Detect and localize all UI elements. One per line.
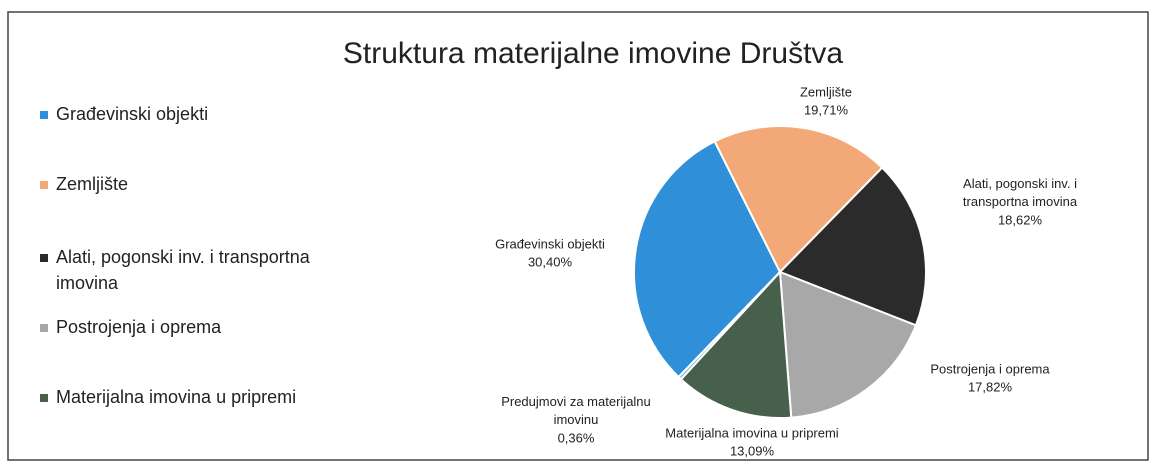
data-label-group: Alati, pogonski inv. i transportna imovin… [963, 176, 1078, 227]
data-label-name: Alati, pogonski inv. i transportna imovin… [963, 176, 1078, 209]
pie-slice [778, 270, 918, 419]
legend-label: Materijalna imovina u pripremi [56, 387, 296, 407]
data-label-group: Predujmovi za materijalnu imovinu 0,36% [501, 394, 651, 445]
data-label-name: Materijalna imovina u pripremi [665, 425, 839, 440]
data-label-group: Građevinski objekti 30,40% [495, 236, 605, 269]
data-label-name: Predujmovi za materijalnu imovinu [501, 394, 651, 427]
legend-swatch [40, 181, 48, 189]
legend-swatch [40, 111, 48, 119]
data-label-value: 19,71% [804, 102, 849, 117]
pie-slice [677, 271, 781, 381]
data-label-group: Materijalna imovina u pripremi 13,09% [665, 425, 839, 458]
legend-label: Zemljište [56, 174, 128, 194]
chart-title: Struktura materijalne imovine Društva [343, 37, 844, 70]
legend-swatch [40, 324, 48, 332]
pie-slice [713, 125, 884, 274]
legend-label: Alati, pogonski inv. i transportna imovin… [56, 247, 311, 293]
legend-label: Građevinski objekti [56, 104, 208, 124]
data-label-group: Zemljište 19,71% [800, 84, 852, 117]
data-label-value: 30,40% [528, 254, 573, 269]
data-label-name: Postrojenja i oprema [930, 361, 1050, 376]
data-label-name: Zemljište [800, 84, 852, 99]
pie-slice [679, 269, 793, 419]
data-label-name: Građevinski objekti [495, 236, 605, 251]
legend-label: Postrojenja i oprema [56, 317, 222, 337]
data-label-value: 18,62% [998, 212, 1043, 227]
data-label-group: Postrojenja i oprema 17,82% [930, 361, 1050, 394]
data-label-value: 17,82% [968, 379, 1013, 394]
data-label-value: 0,36% [558, 430, 595, 445]
legend-swatch [40, 254, 48, 262]
legend-swatch [40, 394, 48, 402]
chart-frame [7, 11, 1149, 461]
data-label-value: 13,09% [730, 443, 775, 458]
